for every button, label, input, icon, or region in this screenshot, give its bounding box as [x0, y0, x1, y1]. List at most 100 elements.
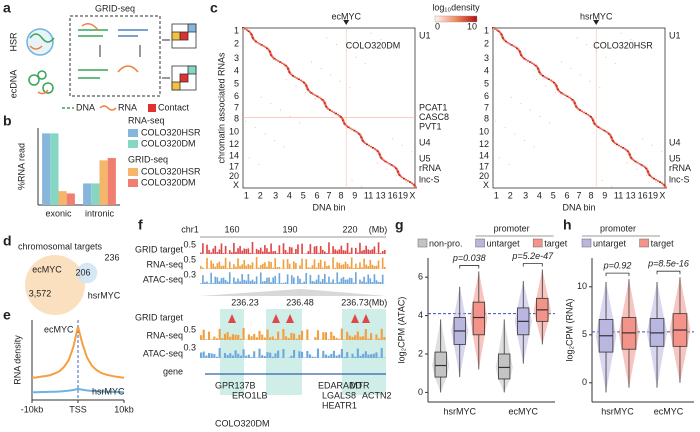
signal-track — [383, 337, 386, 340]
line — [31, 326, 125, 379]
diagonal-signal — [250, 35, 254, 37]
background-signal — [389, 45, 391, 47]
diagonal-signal — [577, 108, 580, 110]
diagonal-signal — [271, 56, 275, 59]
background-signal — [386, 168, 388, 170]
x-tick-label: TSS — [69, 404, 87, 414]
diagonal-signal — [308, 91, 312, 93]
signal-track — [383, 267, 386, 269]
signal-track — [237, 248, 239, 254]
diagonal-signal — [250, 33, 253, 36]
diagonal-signal — [648, 174, 651, 177]
background-signal — [355, 56, 357, 58]
signal-track — [200, 252, 202, 254]
signal-track — [367, 249, 370, 254]
signal-track — [332, 257, 334, 269]
signal-track — [293, 261, 295, 269]
row-label: 17 — [229, 162, 239, 172]
signal-track — [354, 335, 357, 340]
diagonal-signal — [359, 134, 362, 137]
signal-track — [322, 350, 325, 358]
coordinate-label: 236.48 — [286, 297, 314, 307]
matrix-cell — [179, 73, 189, 83]
signal-track — [231, 334, 235, 340]
diagonal-signal — [586, 113, 589, 116]
col-label: 4 — [537, 190, 542, 200]
rna-label: U4 — [669, 138, 681, 148]
venn-count: 206 — [75, 267, 90, 277]
set-label: hsrMYC — [88, 290, 121, 300]
diagonal-signal — [310, 92, 313, 94]
diagonal-signal — [321, 99, 324, 101]
background-signal — [401, 144, 403, 146]
signal-track — [228, 261, 231, 269]
diagonal-signal — [508, 43, 511, 45]
diagonal-signal — [651, 176, 654, 179]
signal-track — [239, 245, 241, 254]
signal-track — [202, 243, 204, 254]
p-value: p=0.92 — [603, 260, 632, 270]
gene-label: ACTN2 — [362, 390, 392, 400]
signal-track — [213, 354, 216, 358]
background-signal — [549, 122, 551, 124]
diagonal-signal — [341, 118, 344, 121]
col-label: 11 — [364, 190, 373, 200]
bar — [99, 160, 108, 205]
signal-track — [278, 245, 281, 254]
signal-track — [330, 331, 333, 340]
signal-track — [311, 253, 314, 254]
signal-track — [264, 281, 266, 284]
signal-track — [338, 354, 341, 358]
signal-track — [235, 266, 237, 269]
signal-track — [378, 357, 381, 358]
diagonal-signal — [534, 64, 537, 67]
signal-track — [272, 267, 274, 269]
signal-track — [278, 273, 281, 284]
signal-track — [200, 283, 202, 284]
diagonal-signal — [554, 83, 557, 85]
signal-track — [313, 246, 316, 254]
signal-track — [364, 329, 367, 340]
signal-track — [234, 334, 237, 340]
signal-track — [361, 281, 363, 284]
signal-track — [319, 281, 322, 284]
legend-label: non-pro. — [429, 238, 463, 248]
background-signal — [405, 181, 407, 183]
gene-label: HEATR1 — [322, 400, 357, 410]
signal-track — [381, 257, 384, 269]
row-label: 6 — [484, 91, 489, 101]
signal-track — [274, 353, 277, 358]
row-label: 8 — [234, 114, 239, 124]
diagonal-signal — [652, 177, 656, 180]
signal-track — [224, 245, 227, 254]
rna-icon — [37, 89, 49, 95]
rna-icon — [117, 65, 139, 73]
track-name: ATAC-seq — [143, 274, 183, 284]
signal-track — [210, 339, 213, 340]
y-tick-label: 6 — [418, 272, 423, 282]
signal-track — [305, 259, 308, 269]
diagonal-signal — [539, 72, 542, 75]
signal-track — [269, 352, 272, 358]
diagonal-signal — [576, 107, 579, 109]
diagonal-signal — [558, 91, 562, 93]
col-label: 16 — [388, 190, 398, 200]
legend-label: untarget — [593, 238, 627, 248]
diagonal-signal — [302, 81, 306, 84]
row-label: 3 — [484, 53, 489, 63]
signal-track — [235, 281, 237, 284]
diagonal-signal — [286, 67, 289, 69]
signal-track — [200, 352, 203, 358]
box — [472, 301, 485, 336]
axis-title: %RNA read — [16, 143, 26, 190]
background-signal — [605, 56, 607, 58]
diagonal-signal — [609, 135, 613, 138]
diagonal-signal — [555, 85, 558, 87]
signal-track — [381, 274, 384, 284]
signal-track — [247, 248, 250, 254]
rna-label: lnc-S — [669, 174, 690, 184]
matrix-cell — [179, 31, 189, 41]
signal-track — [357, 267, 359, 269]
heatmap-title: ecMYC — [331, 11, 361, 21]
diagonal-signal — [312, 93, 315, 95]
